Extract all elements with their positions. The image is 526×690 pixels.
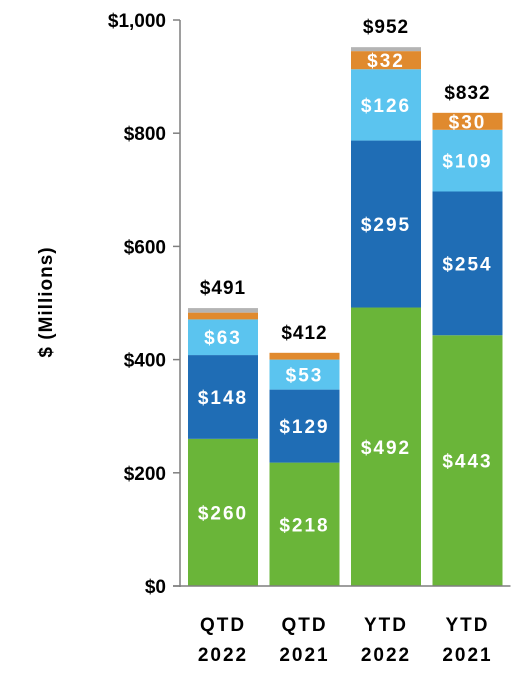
y-tick-label: $600 [124, 237, 166, 258]
segment-label: $260 [198, 503, 248, 524]
bar-stack: $492 $295 $126 $32 $952 [351, 17, 421, 586]
y-axis: $0 $200 $400 $600 $800 $1,000 [108, 11, 181, 598]
bar-stack: $260 $148 $63 $491 [188, 278, 258, 586]
segment-label: $218 [279, 515, 329, 536]
segment-label: $109 [442, 152, 492, 173]
x-tick-label: YTD [364, 615, 408, 636]
y-tick-label: $200 [124, 464, 166, 485]
total-label: $832 [444, 83, 490, 104]
bar-segment [432, 112, 503, 130]
bar-segment [351, 51, 421, 70]
segment-label: $443 [442, 452, 492, 473]
x-tick-label: YTD [446, 615, 490, 636]
bar-stack: $443 $254 $109 $30 $832 [432, 83, 503, 586]
y-tick-label: $0 [145, 577, 166, 598]
bar-segment [432, 191, 503, 336]
bar-segment [432, 129, 503, 192]
bar-segment [188, 438, 258, 586]
x-axis: QTD 2022 QTD 2021 YTD 2022 YTD 2021 [173, 585, 511, 666]
y-tick-label: $400 [124, 351, 166, 372]
x-tick-label: 2022 [361, 645, 411, 666]
x-tick-label: QTD [281, 615, 327, 636]
total-label: $491 [200, 278, 246, 299]
segment-label: $148 [198, 388, 248, 409]
segment-label: $492 [361, 438, 411, 459]
x-tick-label: 2021 [279, 645, 329, 666]
total-label: $412 [281, 323, 327, 344]
bar-segment [269, 462, 340, 586]
bar-segment [269, 352, 340, 360]
y-tick-label: $800 [124, 124, 166, 145]
segment-label: $32 [367, 51, 405, 72]
bar-segment [188, 319, 258, 356]
y-tick-label: $1,000 [108, 11, 166, 32]
segment-label: $129 [279, 417, 329, 438]
x-tick-label: 2021 [442, 645, 492, 666]
bar-segment [351, 140, 421, 308]
segment-label: $63 [204, 328, 242, 349]
segment-label: $53 [286, 366, 324, 387]
bar-segment [351, 69, 421, 141]
x-tick-label: 2022 [198, 645, 248, 666]
y-axis-label: $ (Millions) [36, 246, 57, 357]
bars: $260 $148 $63 $491 $218 $129 $53 $412 $492 $295 $1… [188, 17, 503, 586]
bar-segment [188, 308, 258, 313]
x-tick-label: QTD [200, 615, 246, 636]
bar-segment [351, 307, 421, 586]
bar-stack: $218 $129 $53 $412 [269, 323, 340, 586]
bar-segment [188, 312, 258, 320]
bar-segment [351, 47, 421, 52]
segment-label: $126 [361, 96, 411, 117]
bar-segment [269, 359, 340, 390]
bar-segment [432, 335, 503, 586]
segment-label: $295 [361, 215, 411, 236]
segment-label: $254 [442, 254, 492, 275]
bar-segment [269, 389, 340, 463]
total-label: $952 [363, 17, 409, 38]
bar-segment [188, 355, 258, 439]
segment-label: $30 [449, 112, 487, 133]
